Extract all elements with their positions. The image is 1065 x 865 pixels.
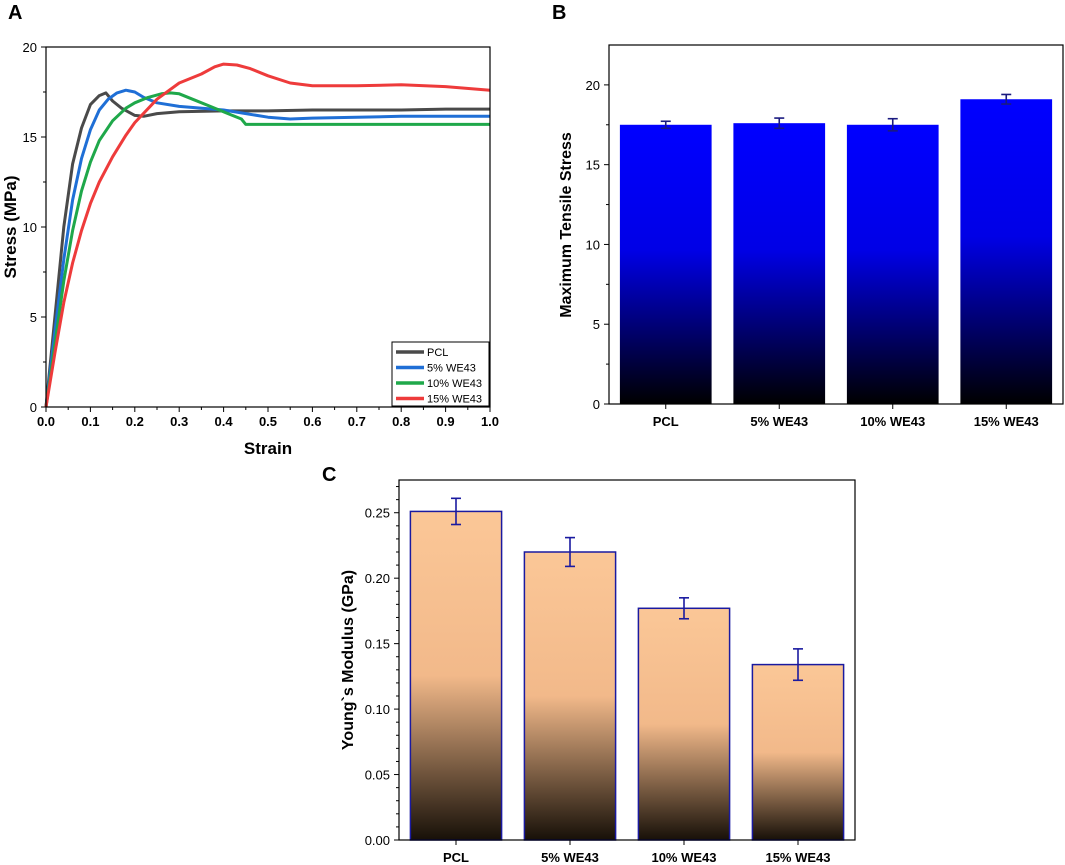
y-tick-label: 20 [23,40,37,55]
x-axis-label-a: Strain [244,439,292,458]
x-tick-label: 0.2 [126,414,144,429]
legend-entry: 5% WE43 [427,363,476,375]
line-series [44,88,490,408]
x-tick-label: 0.0 [37,414,55,429]
category-label: 10% WE43 [651,850,716,865]
bar [523,551,617,841]
panel-label-c: C [322,464,336,486]
y-tick-label: 10 [23,220,37,235]
y-tick-label: 0 [593,397,600,412]
legend-a: PCL 5% WE43 10% WE43 15% WE43 [391,341,490,407]
y-tick-label: 15 [586,158,600,173]
category-label: PCL [653,414,679,429]
x-tick-label: 0.1 [81,414,99,429]
panel-c-bar-chart: PCL 5% WE43 10% WE43 15% WE43 0.00 0.05 0.10 0.… [340,479,856,865]
y-tick-label: 0.20 [365,571,390,586]
x-tick-label: 0.5 [259,414,277,429]
y-tick-label: 20 [586,78,600,93]
legend-entry: PCL [427,347,448,359]
x-tick-label: 0.3 [170,414,188,429]
y-tick-label: 0.00 [365,833,390,848]
y-axis-label-b: Maximum Tensile Stress [558,132,575,318]
y-tick-label: 10 [586,237,600,252]
line-series-group [44,62,491,408]
plot-frame-c [398,479,856,841]
category-label: PCL [443,850,469,865]
bar [733,123,826,404]
y-tick-label: 0.15 [365,637,390,652]
bar [751,663,845,841]
bar-group-b [619,93,1053,405]
line-series [44,91,490,408]
bar [846,124,939,405]
y-tick-label: 15 [23,130,37,145]
panel-b-bar-chart: PCL 5% WE43 10% WE43 15% WE43 0 5 10 15 20 Maxim… [558,44,1064,429]
panel-a-line-chart: 0.0 0.1 0.2 0.3 0.4 0.5 0.6 0.7 0.8 0.9 1.0 0 5 10 15 2… [1,40,499,458]
bar [637,607,731,841]
y-tick-label: 5 [30,310,37,325]
category-label: 15% WE43 [765,850,830,865]
y-tick-label: 0 [30,400,37,415]
y-tick-label: 0.05 [365,768,390,783]
y-tick-label: 0.25 [365,506,390,521]
bar [619,124,712,405]
panel-label-b: B [552,2,566,24]
plot-frame-b [608,44,1064,405]
x-tick-label: 0.6 [303,414,321,429]
bar [409,510,503,841]
category-label: 5% WE43 [750,414,808,429]
x-tick-label: 0.9 [437,414,455,429]
x-tick-label: 0.4 [215,414,234,429]
panel-label-a: A [8,2,22,24]
y-tick-label: 5 [593,317,600,332]
legend-entry: 10% WE43 [427,378,482,390]
x-tick-label: 1.0 [481,414,499,429]
x-tick-label: 0.7 [348,414,366,429]
category-label: 10% WE43 [860,414,925,429]
y-axis-label-a: Stress (MPa) [1,176,20,279]
x-tick-label: 0.8 [392,414,410,429]
line-series [44,62,491,408]
line-series [44,91,490,408]
legend-entry: 15% WE43 [427,394,482,406]
y-tick-label: 0.10 [365,702,390,717]
bar-group-c [409,497,845,841]
category-label: 5% WE43 [541,850,599,865]
category-label: 15% WE43 [974,414,1039,429]
bar [960,99,1053,404]
y-axis-label-c: Young`s Modulus (GPa) [340,570,357,750]
